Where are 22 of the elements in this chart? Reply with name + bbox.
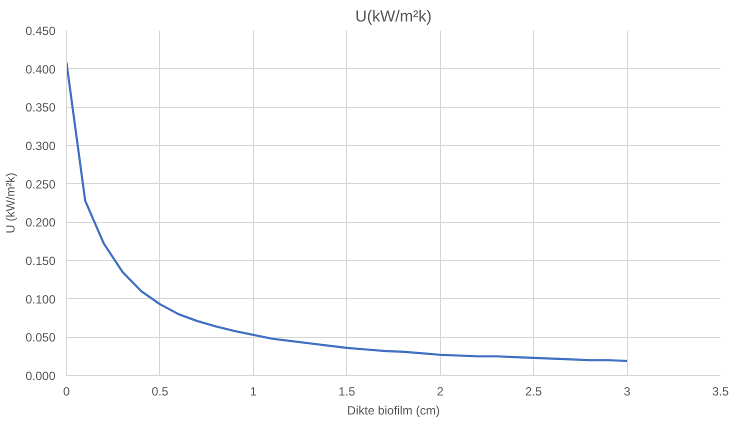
y-axis-title: U (kW/m²k)	[3, 172, 18, 234]
y-tick-label: 0.200	[25, 216, 56, 230]
x-tick-label: 2.5	[525, 384, 542, 398]
line-series	[66, 62, 628, 362]
chart-title: U(kW/m²k)	[355, 8, 432, 26]
y-tick-label: 0.300	[25, 139, 56, 153]
y-tick-label: 0.050	[25, 330, 56, 345]
x-tick-label: 0	[63, 384, 70, 398]
x-tick-label: 3	[624, 384, 631, 398]
y-tick-label: 0.100	[25, 292, 56, 306]
x-tick-label: 2	[436, 384, 444, 398]
x-tick-label: 1	[250, 384, 258, 398]
x-tick-label: 0.5	[152, 384, 169, 398]
y-tick-label: 0.400	[25, 62, 56, 76]
y-tick-label: 0.150	[25, 254, 56, 268]
y-tick-label: 0.000	[25, 369, 56, 383]
y-tick-label: 0.250	[25, 177, 56, 192]
x-tick-label: 1.5	[338, 384, 356, 398]
x-tick-label: 3.5	[712, 384, 730, 398]
y-tick-label: 0.450	[25, 24, 56, 38]
y-tick-label: 0.350	[25, 100, 56, 115]
x-axis-title: Dikte biofilm (cm)	[347, 404, 440, 418]
